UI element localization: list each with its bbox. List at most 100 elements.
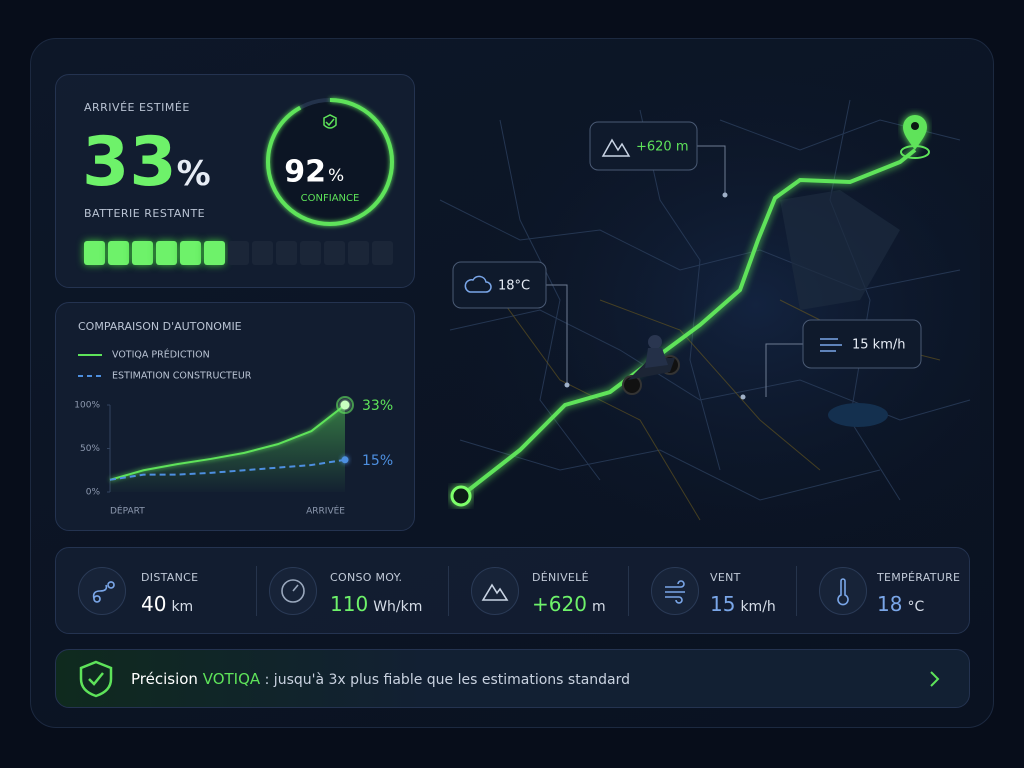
leader-dots	[564, 192, 746, 400]
battery-segment	[180, 241, 201, 265]
stat-unit: m	[591, 599, 606, 615]
arrival-value-row: 33%	[82, 123, 211, 202]
stats: DISTANCE 40 km CONSO MOY. 110 Wh/km DÉNIVELÉ +6…	[56, 548, 969, 633]
confidence-value: 92	[284, 155, 326, 190]
arrival-title: ARRIVÉE ESTIMÉE	[84, 101, 190, 114]
stat-unit: km	[171, 599, 194, 615]
battery-segment	[276, 241, 297, 265]
divider	[628, 566, 629, 616]
end-label: 15%	[362, 453, 393, 469]
chevron[interactable]	[928, 670, 942, 688]
battery-segment	[300, 241, 321, 265]
confidence-gauge: 92 % CONFIANCE	[266, 98, 394, 226]
icon	[481, 583, 509, 601]
stats-bar: DISTANCE 40 km CONSO MOY. 110 Wh/km DÉNIVELÉ +6…	[55, 547, 970, 634]
footer-prefix: Précision	[131, 670, 198, 688]
stat-value: 18	[877, 592, 903, 616]
chart: COMPARAISON D'AUTONOMIE 0% 50% 100% DÉPART A…	[74, 320, 393, 517]
y-tick-label: 0%	[86, 488, 101, 498]
shield-icon	[323, 114, 337, 129]
icon	[92, 581, 115, 603]
legend-label: VOTIQA PRÉDICTION	[112, 349, 210, 361]
stat-icon	[819, 567, 867, 615]
x-tick-label: ARRIVÉE	[306, 505, 345, 517]
arrival-subtitle: BATTERIE RESTANTE	[84, 207, 206, 220]
icon	[665, 580, 685, 604]
stat-value: +620	[532, 592, 587, 616]
footer-text: Précision VOTIQA : jusqu'à 3x plus fiabl…	[131, 670, 630, 688]
footer-description: : jusqu'à 3x plus fiable que les estimat…	[260, 672, 631, 688]
end-label: 33%	[362, 398, 393, 414]
callout: +620 m	[589, 121, 698, 171]
stat-value-row: 110 Wh/km	[330, 592, 422, 616]
battery-segment	[252, 241, 273, 265]
end-halo	[336, 396, 354, 414]
stat-label: DÉNIVELÉ	[532, 571, 589, 584]
area	[110, 405, 345, 492]
line	[109, 404, 346, 481]
battery-segment	[132, 241, 153, 265]
battery-segment	[228, 241, 249, 265]
stat-label: TEMPÉRATURE	[877, 571, 961, 584]
stat-unit: km/h	[740, 599, 776, 615]
y-tick-label: 50%	[80, 444, 100, 454]
route	[459, 148, 917, 498]
divider	[256, 566, 257, 616]
x-tick-label: DÉPART	[110, 505, 145, 517]
stat-value-row: 40 km	[141, 592, 193, 616]
roads	[439, 99, 971, 501]
callout: 15 km/h	[802, 319, 922, 369]
destination-pin	[903, 115, 927, 150]
battery-segment	[204, 241, 225, 265]
icon	[837, 578, 849, 606]
stat-label: CONSO MOY.	[330, 571, 403, 584]
stat-unit: Wh/km	[373, 599, 423, 615]
icon	[281, 579, 305, 603]
stat-value: 15	[710, 592, 736, 616]
divider	[448, 566, 449, 616]
confidence-label: CONFIANCE	[301, 193, 360, 204]
stat-icon	[78, 567, 126, 615]
footer-brand: VOTIQA	[202, 670, 261, 688]
pin-dot	[911, 122, 919, 130]
divider	[796, 566, 797, 616]
stat-icon	[651, 567, 699, 615]
callout-text: +620 m	[636, 140, 689, 155]
gauge-arc	[266, 98, 394, 226]
arrival-value: 33	[82, 123, 177, 202]
end-point	[341, 456, 349, 464]
mountains	[780, 190, 900, 310]
footer-banner[interactable]: Précision VOTIQA : jusqu'à 3x plus fiabl…	[55, 649, 970, 708]
stat-icon	[471, 567, 519, 615]
stat-value-row: 18 °C	[877, 592, 924, 616]
stat-unit: °C	[907, 599, 925, 615]
arrival-unit: %	[176, 154, 211, 194]
battery-segment	[324, 241, 345, 265]
shield-icon	[79, 660, 113, 698]
battery-segment	[348, 241, 369, 265]
callout-text: 15 km/h	[852, 338, 906, 353]
lake	[828, 403, 888, 427]
battery-bar	[84, 241, 393, 265]
stat-value-row: 15 km/h	[710, 592, 776, 616]
battery-segment	[156, 241, 177, 265]
chart-title: COMPARAISON D'AUTONOMIE	[78, 320, 242, 333]
stat-value: 110	[330, 592, 369, 616]
motorcycle	[622, 335, 680, 395]
chart-card	[55, 302, 415, 531]
stat-value: 40	[141, 592, 167, 616]
start-marker	[450, 485, 472, 507]
battery-segment	[108, 241, 129, 265]
callout: 18°C	[452, 261, 547, 309]
stat-icon	[269, 567, 317, 615]
stat-value-row: +620 m	[532, 592, 606, 616]
callout-text: 18°C	[498, 279, 530, 294]
stat-label: DISTANCE	[141, 571, 199, 584]
y-tick-label: 100%	[74, 401, 100, 411]
legend-label: ESTIMATION CONSTRUCTEUR	[112, 371, 252, 382]
end-point	[340, 400, 350, 410]
battery-segment	[84, 241, 105, 265]
battery-segment	[372, 241, 393, 265]
